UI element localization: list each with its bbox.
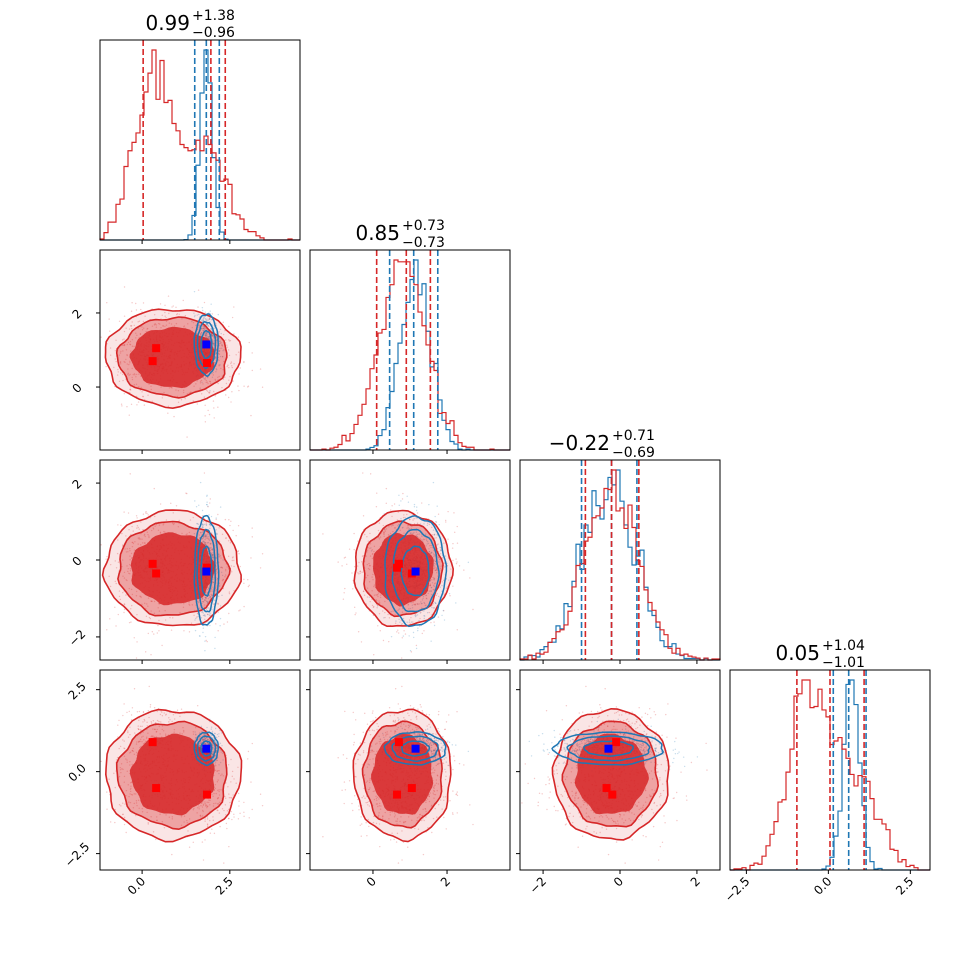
marker-b — [411, 744, 420, 753]
scatter-panel-2-1 — [310, 460, 510, 660]
marker-a-2 — [393, 563, 402, 572]
y-tick-label: −2 — [66, 627, 88, 649]
contour-b-1 — [391, 735, 439, 762]
contour-a-inner — [129, 733, 215, 816]
title-base-0: 0.99 — [145, 11, 190, 35]
contour-b-0 — [400, 545, 430, 597]
title-plus-2: +0.71 — [612, 428, 655, 444]
title-minus-0: −0.96 — [192, 25, 235, 41]
histogram-panel-0 — [99, 40, 300, 241]
contour-b-1 — [196, 528, 217, 613]
panel-frame — [309, 249, 511, 451]
contour-b-2 — [193, 313, 219, 378]
panel-frame — [99, 39, 301, 241]
title-plus-3: +1.04 — [822, 638, 865, 654]
y-tick-label: 2 — [70, 477, 85, 492]
marker-a-2 — [203, 790, 212, 799]
y-tick-label: −2.5 — [62, 840, 93, 871]
contour-b-1 — [196, 735, 217, 762]
marker-b — [411, 567, 420, 576]
x-tick-label: 2 — [688, 874, 703, 889]
title-base-1: 0.85 — [355, 221, 400, 245]
contour-b-2 — [551, 731, 665, 766]
title-base-2: −0.22 — [549, 431, 610, 455]
marker-b — [604, 744, 613, 753]
contour-b-0 — [200, 545, 213, 597]
x-tick-label: 2 — [438, 874, 453, 889]
marker-a-1 — [407, 784, 416, 793]
marker-a-0 — [148, 559, 157, 568]
histogram-panel-2 — [519, 460, 721, 661]
marker-a-1 — [602, 784, 611, 793]
marker-b — [202, 744, 211, 753]
title-plus-1: +0.73 — [402, 218, 445, 234]
contour-b-2 — [193, 731, 219, 767]
contour-b-0 — [200, 740, 213, 757]
marker-b — [202, 567, 211, 576]
panel-frame — [99, 669, 301, 871]
title-base-3: 0.05 — [775, 641, 820, 665]
scatter-panel-2-0 — [100, 460, 300, 660]
x-tick-label: 2.5 — [893, 874, 916, 897]
histogram-panel-1 — [310, 250, 510, 451]
contour-b-0 — [200, 329, 213, 360]
title-minus-1: −0.73 — [402, 235, 445, 251]
title-minus-2: −0.69 — [612, 445, 655, 461]
contour-b-0 — [401, 740, 431, 757]
contour-b-2 — [384, 515, 448, 628]
y-tick-label: 0 — [70, 554, 85, 569]
title-plus-0: +1.38 — [192, 8, 235, 24]
contour-b-2 — [193, 514, 220, 626]
x-tick-label: 0 — [611, 874, 626, 889]
marker-a-1 — [152, 569, 161, 578]
histogram-panel-3 — [730, 670, 930, 871]
x-tick-label: 0 — [364, 874, 379, 889]
y-tick-label: 0.0 — [65, 761, 88, 784]
histogram-series-a-2 — [519, 469, 721, 661]
marker-a-0 — [394, 738, 403, 747]
x-tick-label: 2.5 — [213, 874, 236, 897]
marker-a-2 — [393, 790, 402, 799]
marker-a-0 — [148, 357, 157, 366]
histogram-series-a-0 — [99, 49, 300, 241]
marker-a-2 — [203, 358, 212, 367]
y-tick-label: 2.5 — [65, 679, 88, 702]
contour-b-1 — [566, 735, 651, 762]
contour-b-0 — [583, 740, 634, 757]
marker-b — [202, 340, 211, 349]
x-tick-label: 0.0 — [811, 874, 834, 897]
y-tick-label: 0 — [70, 381, 85, 396]
scatter-panel-3-0 — [100, 670, 300, 870]
marker-a-0 — [148, 738, 157, 747]
contour-b-2 — [383, 731, 447, 766]
y-tick-label: 2 — [70, 306, 85, 321]
scatter-panel-3-1 — [310, 670, 510, 870]
marker-a-0 — [612, 738, 621, 747]
panel-frame — [99, 249, 301, 451]
title-minus-3: −1.01 — [822, 655, 865, 671]
panel-frame — [729, 669, 931, 871]
panel-frame — [309, 669, 511, 871]
x-tick-label: −2.5 — [722, 874, 753, 905]
x-tick-label: −2 — [527, 874, 549, 896]
contour-a-inner — [373, 532, 434, 607]
scatter-panel-1-0 — [100, 250, 300, 450]
marker-a-1 — [152, 784, 161, 793]
x-tick-label: 0.0 — [125, 874, 148, 897]
marker-a-1 — [152, 344, 161, 353]
scatter-panel-3-2 — [520, 670, 720, 870]
marker-a-2 — [608, 790, 617, 799]
contour-a-inner — [129, 326, 215, 389]
